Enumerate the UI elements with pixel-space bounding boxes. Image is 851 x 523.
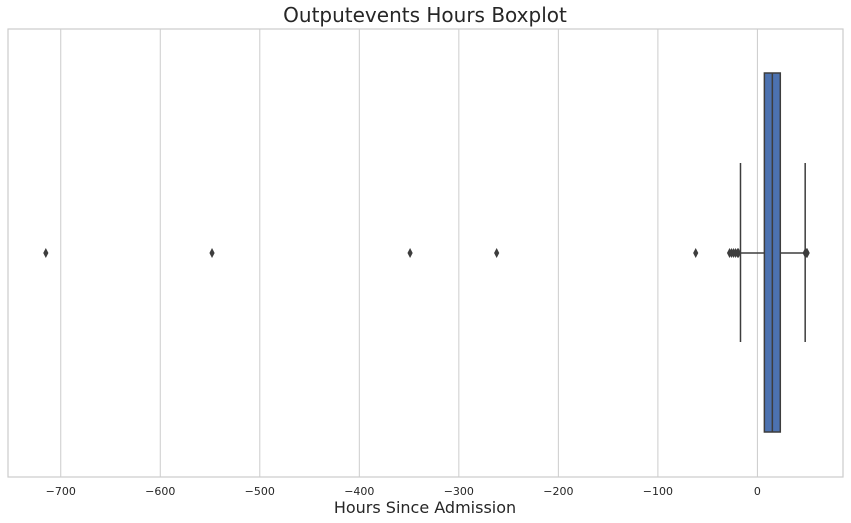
x-tick-label: −500 xyxy=(245,485,275,498)
outlier-point xyxy=(494,248,500,258)
plot-frame xyxy=(7,28,844,478)
outlier-point xyxy=(735,248,742,258)
x-axis-label: Hours Since Admission xyxy=(334,498,516,517)
x-tick-label: −700 xyxy=(46,485,76,498)
x-tick-label: −600 xyxy=(145,485,175,498)
chart-title: Outputevents Hours Boxplot xyxy=(283,3,567,27)
box-group xyxy=(739,72,806,433)
outlier-point xyxy=(693,248,699,258)
outlier-point xyxy=(804,248,810,258)
outlier-points xyxy=(43,248,810,258)
grid-lines xyxy=(60,29,758,477)
outlier-point xyxy=(407,248,413,258)
x-tick-label: −100 xyxy=(643,485,673,498)
x-tick-label: −300 xyxy=(444,485,474,498)
x-tick-label: 0 xyxy=(754,485,761,498)
outlier-point xyxy=(209,248,215,258)
x-tick-label: −400 xyxy=(344,485,374,498)
x-tick-label: −200 xyxy=(543,485,573,498)
x-axis-ticks: −700 −600 −500 −400 −300 −200 −100 0 xyxy=(46,485,761,498)
outlier-point xyxy=(43,248,49,258)
